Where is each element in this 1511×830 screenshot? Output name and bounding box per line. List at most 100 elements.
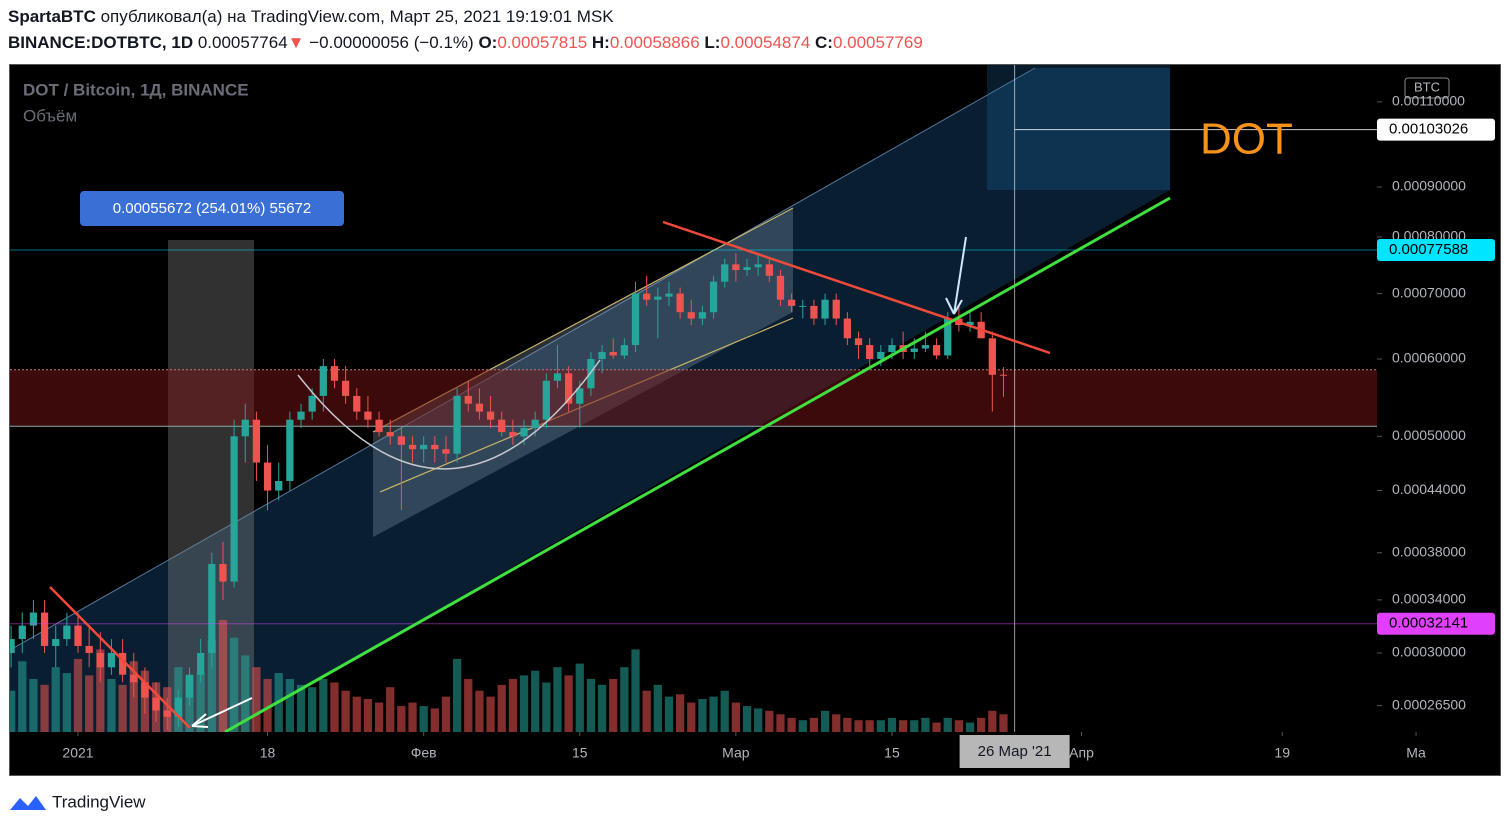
volume-bar: [475, 690, 484, 732]
volume-bar: [263, 678, 272, 732]
header-line1: SpartaBTC опубликовал(а) на TradingView.…: [8, 7, 614, 26]
y-tick-label: 0.00026500: [1392, 696, 1466, 712]
change: −0.00000056 (−0.1%): [309, 33, 473, 52]
y-tick-label: 0.00050000: [1392, 427, 1466, 443]
h-value: 0.00058866: [610, 33, 700, 52]
volume-bar: [553, 667, 562, 732]
volume-bar: [408, 702, 417, 732]
candle-body: [118, 652, 127, 675]
candle-body: [252, 419, 261, 463]
candle-body: [29, 612, 38, 626]
price-tag: [1377, 118, 1495, 141]
x-tick-label: Фев: [411, 745, 437, 761]
x-tick-label: 18: [260, 745, 276, 761]
y-tick-label: 0.00090000: [1392, 178, 1466, 194]
volume-bar: [910, 720, 919, 732]
volume-bar: [754, 708, 763, 732]
volume-bar: [687, 702, 696, 732]
candle-body: [553, 373, 562, 381]
x-tick-label: 15: [572, 745, 588, 761]
brand: TradingView: [52, 792, 146, 811]
dot-label: DOT: [1200, 115, 1293, 164]
volume-bar: [519, 675, 529, 732]
candle-body: [542, 380, 550, 420]
candle-body: [676, 293, 684, 313]
volume-bar: [341, 690, 350, 732]
volume-bar: [464, 678, 473, 732]
candle-body: [709, 281, 718, 313]
volume-bar: [51, 667, 60, 732]
volume-bar: [653, 684, 662, 732]
volume-bar: [575, 663, 584, 732]
candle-body: [854, 338, 863, 346]
volume-bar: [787, 717, 796, 732]
candle-body: [498, 419, 506, 433]
red-trendline: [662, 220, 1051, 355]
measure-label: 0.00055672 (254.01%) 55672: [113, 200, 312, 217]
o-label: O:: [478, 33, 497, 52]
volume-bar: [308, 687, 317, 732]
y-tick-label: 0.00044000: [1392, 481, 1466, 497]
x-tick-label: Ма: [1406, 745, 1426, 761]
candle-body: [241, 419, 249, 437]
volume-bar: [29, 678, 38, 732]
candle-body: [464, 395, 472, 404]
candle-body: [364, 411, 372, 420]
candle-body: [197, 652, 205, 675]
candle-body: [130, 674, 138, 683]
candle-body: [386, 432, 394, 437]
candle-body: [442, 449, 450, 454]
candle-body: [743, 267, 751, 271]
candle-body: [341, 380, 350, 396]
volume-bar: [363, 698, 373, 732]
volume-bar: [10, 690, 16, 732]
candle-body: [431, 444, 439, 450]
candle-body: [208, 564, 216, 653]
candle-body: [921, 345, 930, 349]
volume-bar: [564, 675, 573, 732]
volume-bar: [497, 684, 506, 732]
price-tag: [1377, 238, 1495, 261]
volume-bar: [742, 706, 752, 732]
volume-bar: [85, 675, 94, 732]
volume-bar: [664, 696, 674, 732]
candle-body: [63, 625, 71, 640]
candle-body: [999, 374, 1008, 376]
candle-body: [564, 373, 573, 404]
candle-body: [141, 682, 149, 698]
candle-body: [799, 305, 807, 307]
candle-body: [754, 264, 762, 268]
candle-body: [576, 388, 584, 404]
volume-bar: [452, 658, 462, 732]
candle-body: [230, 436, 238, 582]
volume-bar: [921, 717, 930, 732]
last-price: 0.00057764: [198, 33, 288, 52]
green-trendline: [224, 196, 1171, 732]
arrow-right: [945, 236, 967, 315]
volume-bar: [352, 696, 361, 732]
candle-body: [107, 652, 116, 668]
volume-bar: [943, 717, 952, 732]
volume-bar: [876, 720, 885, 732]
candle-body: [185, 674, 194, 698]
o-value: 0.00057815: [497, 33, 587, 52]
volume-bar: [820, 710, 830, 732]
volume-bar: [642, 690, 651, 732]
volume-bar: [441, 696, 451, 732]
candle-body: [85, 645, 93, 653]
candle-body: [219, 564, 227, 582]
candle-body: [174, 697, 182, 717]
candle-body: [721, 264, 729, 282]
candle-body: [665, 293, 673, 297]
volume-bar: [229, 637, 239, 732]
volume-bar: [586, 678, 596, 732]
price-tag: [1377, 612, 1495, 635]
candle-body: [732, 264, 740, 271]
candle-body: [821, 299, 829, 319]
zone: [10, 369, 1377, 427]
candle-body: [397, 436, 405, 445]
volume-bar: [988, 710, 997, 732]
volume-bar: [965, 722, 975, 732]
volume-bar: [698, 698, 707, 732]
y-tick-label: 0.00034000: [1392, 591, 1466, 607]
